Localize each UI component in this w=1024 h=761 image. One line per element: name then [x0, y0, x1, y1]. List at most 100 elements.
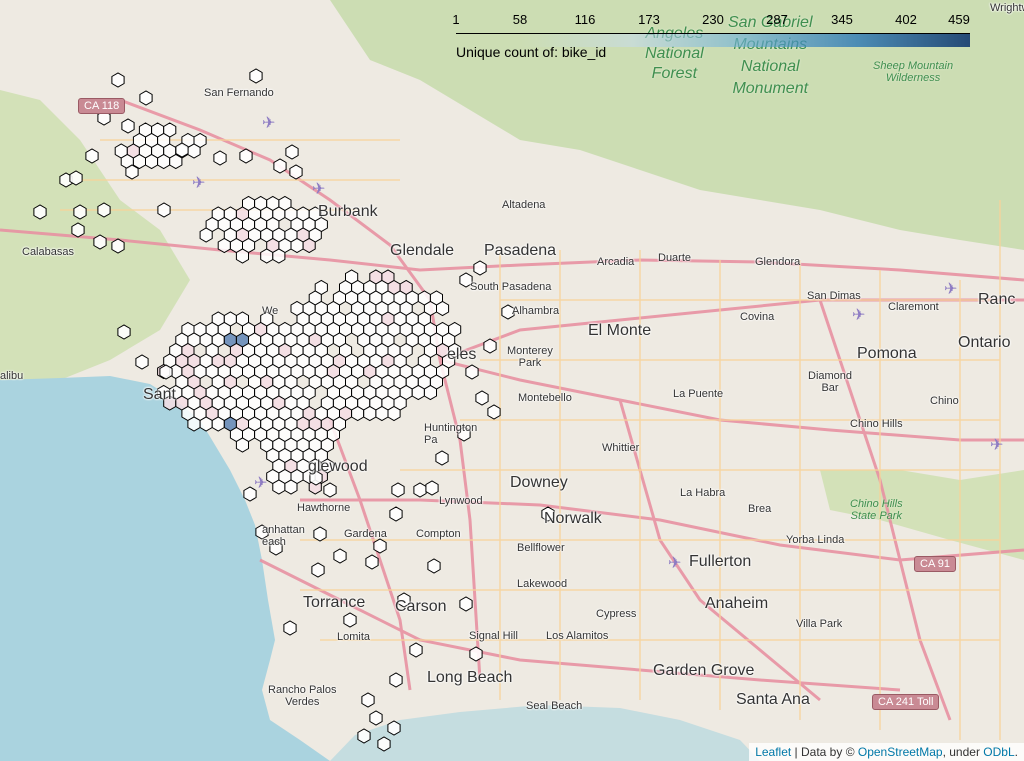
hexbin-cell[interactable]: [351, 405, 365, 422]
hexbin-cell[interactable]: [213, 150, 227, 166]
hexbin-cell[interactable]: [111, 72, 125, 88]
hexbin-cell[interactable]: [187, 143, 201, 159]
hexbin-cell[interactable]: [273, 158, 287, 174]
hexbin-cell[interactable]: [459, 272, 473, 288]
hexbin-cell[interactable]: [85, 148, 99, 164]
hexbin-cell[interactable]: [135, 354, 149, 370]
hexbin-cell[interactable]: [365, 554, 379, 570]
hexbin-cell[interactable]: [377, 736, 391, 752]
hexbin-cell[interactable]: [211, 416, 225, 432]
hexbin-cell[interactable]: [541, 506, 555, 522]
hexbin-cell[interactable]: [125, 164, 139, 180]
label-lakewood: Lakewood: [517, 578, 568, 590]
hexbin-cell[interactable]: [111, 238, 125, 254]
hexbin-cell[interactable]: [199, 416, 213, 432]
hexbin-cell[interactable]: [243, 486, 257, 502]
hexbin-cell[interactable]: [121, 118, 135, 134]
hexbin-cell[interactable]: [289, 164, 303, 180]
hexbin-cell[interactable]: [169, 153, 183, 170]
hexbin-cell[interactable]: [175, 142, 189, 158]
hexbin-cell[interactable]: [33, 204, 47, 220]
hexbin-cell[interactable]: [397, 592, 411, 608]
hexbin-cell[interactable]: [97, 202, 111, 218]
legend-tick: 459: [948, 12, 970, 27]
hexbin-cell[interactable]: [343, 612, 357, 628]
hexbin-cell[interactable]: [217, 237, 231, 254]
openstreetmap-link[interactable]: OpenStreetMap: [857, 745, 943, 759]
hexbin-cell[interactable]: [387, 405, 401, 422]
hexbin-cell[interactable]: [435, 450, 449, 466]
hexbin-cell[interactable]: [361, 692, 375, 708]
hexbin-cell[interactable]: [436, 300, 450, 317]
hexbin-cell[interactable]: [283, 620, 297, 636]
hexbin-cell[interactable]: [285, 144, 299, 160]
hexbin-cell[interactable]: [375, 405, 389, 422]
hexbin-cell[interactable]: [469, 646, 483, 662]
hexbin-cell[interactable]: [389, 672, 403, 688]
hexbin-cell[interactable]: [333, 548, 347, 564]
hexbin-cell[interactable]: [357, 728, 371, 744]
hexbin-cell[interactable]: [475, 390, 489, 406]
hexbin-cell[interactable]: [369, 710, 383, 726]
hexbin-cell[interactable]: [290, 237, 304, 254]
hexbin-cell[interactable]: [249, 68, 263, 84]
hexbin-cell[interactable]: [425, 480, 439, 496]
hexbin-cell[interactable]: [157, 202, 171, 218]
hexbin-cell[interactable]: [391, 482, 405, 498]
hexbin-cell[interactable]: [302, 237, 316, 254]
hexbin-cell[interactable]: [59, 172, 73, 188]
hexbin-cell[interactable]: [235, 437, 249, 453]
hexbin-cell[interactable]: [239, 148, 253, 164]
hexbin-cell[interactable]: [139, 90, 153, 106]
label-santa-monica: Sant: [143, 386, 176, 403]
hexbin-cell[interactable]: [413, 482, 427, 498]
hexbin-cell[interactable]: [309, 470, 323, 486]
hexbin-cell[interactable]: [487, 404, 501, 420]
hexbin-cell[interactable]: [272, 248, 286, 264]
hexbin-cell[interactable]: [423, 384, 437, 401]
hexbin-cell[interactable]: [235, 248, 249, 264]
hexbin-cell[interactable]: [284, 479, 298, 495]
hexbin-cell[interactable]: [387, 720, 401, 736]
hexbin-cell[interactable]: [145, 153, 159, 170]
hexbin-cell[interactable]: [71, 222, 85, 238]
hexbin-cell[interactable]: [272, 479, 286, 495]
hexbin-cell[interactable]: [323, 482, 337, 498]
hexbin-cell[interactable]: [409, 642, 423, 658]
hexbin-cell[interactable]: [459, 596, 473, 612]
attribution-text: , under: [942, 745, 984, 759]
hexbin-cell[interactable]: [269, 540, 283, 556]
hexbin-cell[interactable]: [255, 524, 269, 540]
svg-text:✈: ✈: [852, 307, 865, 324]
hexbin-cell[interactable]: [117, 324, 131, 340]
label-alhambra: Alhambra: [512, 305, 560, 317]
hexbin-cell[interactable]: [159, 364, 173, 380]
label-lomita: Lomita: [337, 631, 371, 643]
hexbin-cell[interactable]: [427, 558, 441, 574]
hexbin-cell[interactable]: [501, 304, 515, 320]
hexbin-cell[interactable]: [457, 426, 471, 442]
leaflet-link[interactable]: Leaflet: [755, 745, 792, 759]
hexbin-cell[interactable]: [313, 526, 327, 542]
hexbin-cell[interactable]: [73, 204, 87, 220]
hexbin-cell[interactable]: [187, 416, 201, 432]
hexbin-cell[interactable]: [93, 234, 107, 250]
label-claremont: Claremont: [888, 301, 939, 313]
label-pomona: Pomona: [857, 345, 917, 362]
hexbin-cell[interactable]: [483, 338, 497, 354]
hexbin-cell[interactable]: [311, 562, 325, 578]
hexbin-cell[interactable]: [260, 248, 274, 264]
hexbin-cell[interactable]: [473, 260, 487, 276]
hexbin-cell[interactable]: [363, 405, 377, 422]
hexbin-cell[interactable]: [411, 384, 425, 401]
hexbin-cell[interactable]: [69, 170, 83, 186]
hexbin-cell[interactable]: [199, 227, 213, 243]
hexbin-cell[interactable]: [465, 364, 479, 380]
hexbin-cell[interactable]: [389, 506, 403, 522]
odbl-link[interactable]: ODbL: [983, 745, 1015, 759]
hexbin-cell[interactable]: [373, 538, 387, 554]
hexbin-cell[interactable]: [157, 153, 171, 170]
label-malibu: alibu: [0, 370, 24, 382]
